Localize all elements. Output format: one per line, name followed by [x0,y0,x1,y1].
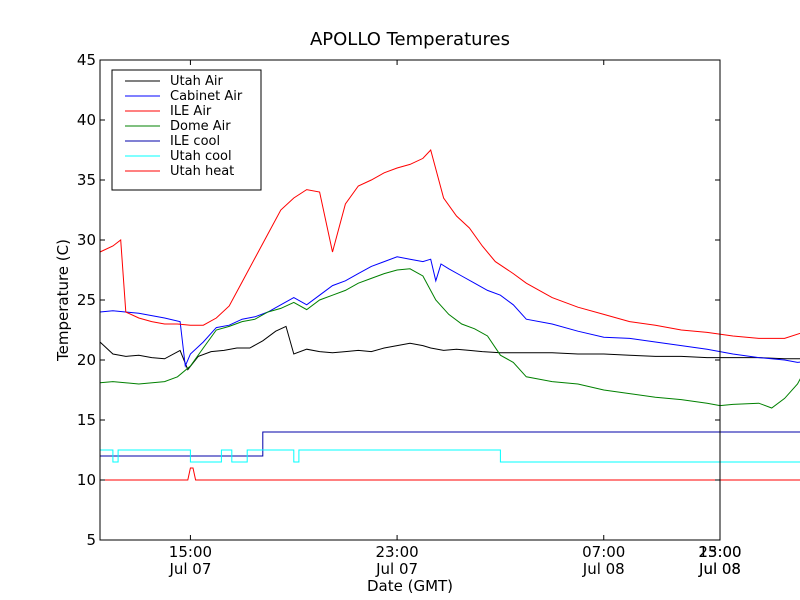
series-line-ile-cool [100,431,800,457]
y-tick-label: 30 [77,231,96,249]
x-tick-time-label: 23:00 [698,543,741,561]
legend-label: ILE cool [170,134,220,149]
x-tick-date-label: Jul 08 [698,560,741,578]
series-line-utah-cool [100,449,800,463]
x-tick-date-label: Jul 07 [375,560,418,578]
legend-label: ILE Air [170,104,212,119]
legend-label: Dome Air [170,119,231,134]
chart-title: APOLLO Temperatures [310,29,510,50]
x-tick-date-label: Jul 08 [582,560,625,578]
legend-label: Utah cool [170,149,232,164]
legend-box [111,69,262,191]
series-group [99,148,800,481]
x-tick-time-label: 07:00 [582,543,625,561]
y-tick-label: 25 [77,291,96,309]
y-tick-label: 15 [77,411,96,429]
series-line-ile-air [99,148,800,339]
y-axis: 5 10 15 20 25 30 35 40 45 [77,51,720,549]
legend-label: Cabinet Air [170,89,243,104]
x-tick-time-label: 15:00 [169,543,212,561]
legend-label: Utah heat [170,164,234,179]
series-line-utah-air [99,325,800,371]
y-tick-label: 5 [86,531,96,549]
y-tick-label: 35 [77,171,96,189]
x-tick-time-label: 23:00 [375,543,418,561]
series-line-dome-air [99,268,800,409]
y-axis-label: Temperature (C) [54,239,72,362]
y-tick-label: 10 [77,471,96,489]
x-tick-date-label: Jul 08 [698,560,741,578]
series-line-cabinet-air [99,256,800,368]
legend-label: Utah Air [170,74,223,89]
y-tick-label: 45 [77,51,96,69]
x-tick-time-label: 15:00 [698,543,741,561]
y-tick-label: 40 [77,111,96,129]
x-axis-label: Date (GMT) [367,577,453,595]
series-line-utah-heat [100,467,800,481]
x-tick-date-label: Jul 07 [168,560,211,578]
y-tick-label: 20 [77,351,96,369]
